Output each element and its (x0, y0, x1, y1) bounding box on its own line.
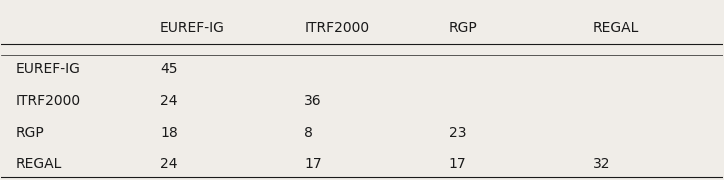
Text: 18: 18 (160, 125, 178, 140)
Text: 23: 23 (449, 125, 466, 140)
Text: ITRF2000: ITRF2000 (304, 21, 369, 35)
Text: EUREF-IG: EUREF-IG (160, 21, 225, 35)
Text: 32: 32 (593, 158, 610, 171)
Text: RGP: RGP (449, 21, 477, 35)
Text: REGAL: REGAL (593, 21, 639, 35)
Text: REGAL: REGAL (16, 158, 62, 171)
Text: 17: 17 (449, 158, 466, 171)
Text: 24: 24 (160, 158, 177, 171)
Text: 36: 36 (304, 94, 322, 108)
Text: 45: 45 (160, 62, 177, 76)
Text: RGP: RGP (16, 125, 45, 140)
Text: EUREF-IG: EUREF-IG (16, 62, 80, 76)
Text: 8: 8 (304, 125, 313, 140)
Text: 24: 24 (160, 94, 177, 108)
Text: 17: 17 (304, 158, 322, 171)
Text: ITRF2000: ITRF2000 (16, 94, 81, 108)
